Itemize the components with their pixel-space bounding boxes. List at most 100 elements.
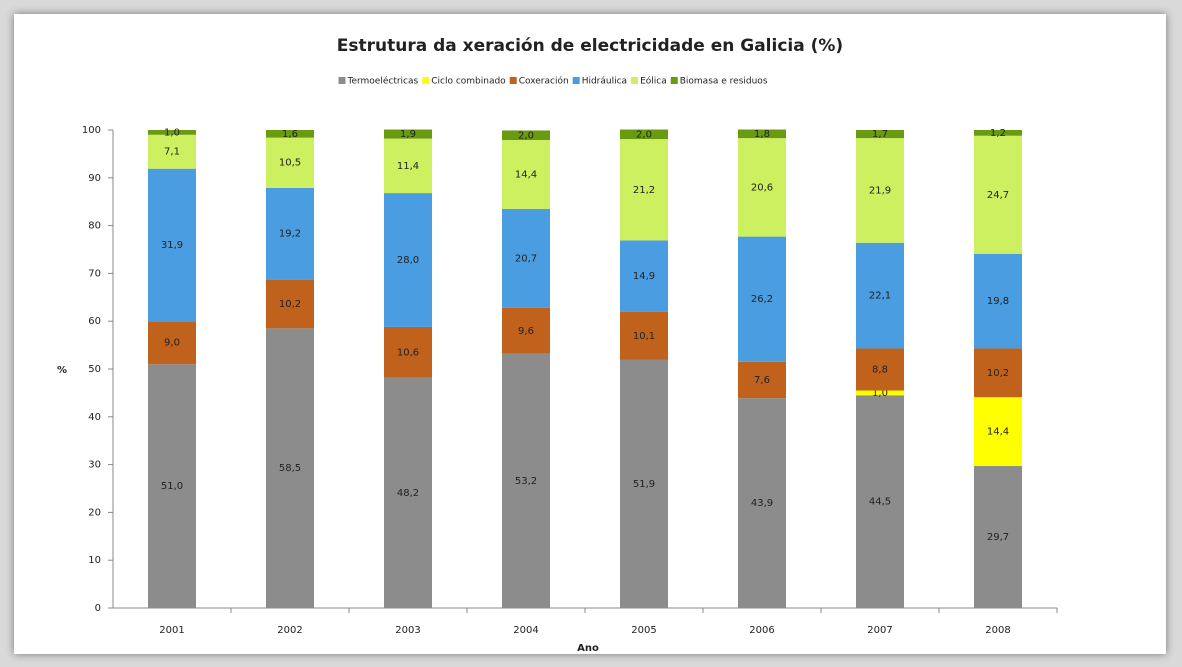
x-tick-label: 2008	[985, 625, 1010, 636]
data-label: 19,2	[279, 229, 301, 240]
bar-segment	[738, 361, 786, 399]
y-tick-label: 30	[88, 460, 101, 471]
data-label: 28,0	[397, 255, 419, 266]
x-tick-label: 2004	[513, 625, 538, 636]
bar-segment	[974, 348, 1022, 398]
bar-segment	[738, 236, 786, 362]
x-tick-label: 2005	[631, 625, 656, 636]
bar-segment	[148, 134, 196, 169]
legend-label: Termoeléctricas	[346, 76, 418, 87]
bar-segment	[856, 395, 904, 608]
bar-segment	[384, 326, 432, 378]
data-label: 1,2	[990, 128, 1006, 139]
bar-segment	[502, 353, 550, 608]
data-label: 10,2	[279, 299, 301, 310]
bar-segment	[974, 466, 1022, 608]
bar-segment	[384, 138, 432, 194]
y-tick-label: 80	[88, 221, 101, 232]
data-label: 29,7	[987, 532, 1009, 543]
data-label: 24,7	[987, 190, 1009, 201]
bar-segment	[856, 242, 904, 349]
bar-segment	[266, 279, 314, 329]
bar-segment	[620, 311, 668, 360]
data-label: 44,5	[869, 497, 891, 508]
bar-segment	[620, 359, 668, 608]
data-label: 14,4	[515, 169, 537, 180]
legend-swatch	[338, 77, 346, 84]
data-label: 9,6	[518, 326, 534, 337]
y-tick-label: 0	[95, 603, 101, 614]
chart-title: Estrutura da xeración de electricidade e…	[337, 36, 843, 56]
data-label: 2,0	[636, 129, 652, 140]
legend-swatch	[422, 77, 430, 84]
y-axis-label: %	[57, 365, 67, 376]
bar-segment	[974, 130, 1022, 136]
data-label: 11,4	[397, 161, 419, 172]
y-tick-label: 70	[88, 268, 101, 279]
y-tick-label: 50	[88, 364, 101, 375]
data-label: 1,7	[872, 129, 888, 140]
data-label: 20,7	[515, 253, 537, 264]
bar-segment	[620, 240, 668, 312]
x-tick-label: 2006	[749, 625, 774, 636]
data-label: 1,0	[872, 388, 888, 399]
data-label: 8,8	[872, 364, 888, 375]
legend-swatch	[631, 77, 639, 84]
data-label: 20,6	[751, 182, 773, 193]
bar-segment	[266, 137, 314, 188]
y-tick-label: 10	[88, 555, 101, 566]
bar-segment	[856, 348, 904, 391]
bar-segment	[856, 390, 904, 396]
bar-segment	[620, 129, 668, 140]
bar-segment	[148, 321, 196, 365]
bar-segment	[974, 253, 1022, 349]
y-tick-label: 20	[88, 507, 101, 518]
data-label: 14,9	[633, 271, 655, 282]
data-label: 19,8	[987, 296, 1009, 307]
data-label: 1,8	[754, 129, 770, 140]
x-axis-label: Ano	[577, 643, 599, 654]
y-tick-label: 90	[88, 173, 101, 184]
data-label: 1,0	[164, 127, 180, 138]
bar-segment	[384, 377, 432, 608]
legend-label: Hidráulica	[582, 77, 627, 87]
bar-segment	[148, 364, 196, 608]
data-label: 7,1	[164, 147, 180, 158]
data-label: 31,9	[161, 240, 183, 251]
data-label: 7,6	[754, 375, 770, 386]
bar-segment	[502, 208, 550, 308]
data-label: 51,9	[633, 479, 655, 490]
y-tick-label: 100	[82, 125, 101, 136]
data-label: 48,2	[397, 488, 419, 499]
data-label: 10,5	[279, 158, 301, 169]
data-label: 21,2	[633, 185, 655, 196]
x-tick-label: 2007	[867, 625, 892, 636]
bar-segment	[266, 130, 314, 138]
data-label: 51,0	[161, 481, 183, 492]
legend-swatch	[509, 77, 517, 84]
bar-segment	[266, 187, 314, 280]
data-label: 2,0	[518, 130, 534, 141]
legend-label: Eólica	[640, 76, 667, 87]
legend-label: Biomasa e residuos	[680, 77, 768, 87]
y-tick-label: 40	[88, 412, 101, 423]
data-label: 10,6	[397, 347, 419, 358]
bar-segment	[384, 129, 432, 139]
bar-segment	[502, 307, 550, 354]
bar-segment	[502, 140, 550, 209]
legend-label: Ciclo combinado	[431, 77, 506, 87]
data-label: 58,5	[279, 463, 301, 474]
x-tick-label: 2003	[395, 625, 420, 636]
legend-label: Coxeración	[519, 76, 569, 87]
data-label: 9,0	[164, 338, 180, 349]
bar-segment	[620, 139, 668, 241]
bar-segment	[502, 130, 550, 141]
data-label: 53,2	[515, 476, 537, 487]
bar-segment	[856, 130, 904, 139]
bar-segment	[266, 328, 314, 608]
data-label: 26,2	[751, 294, 773, 305]
bar-segment	[974, 135, 1022, 254]
bar-segment	[738, 138, 786, 237]
bar-segment	[148, 130, 196, 135]
